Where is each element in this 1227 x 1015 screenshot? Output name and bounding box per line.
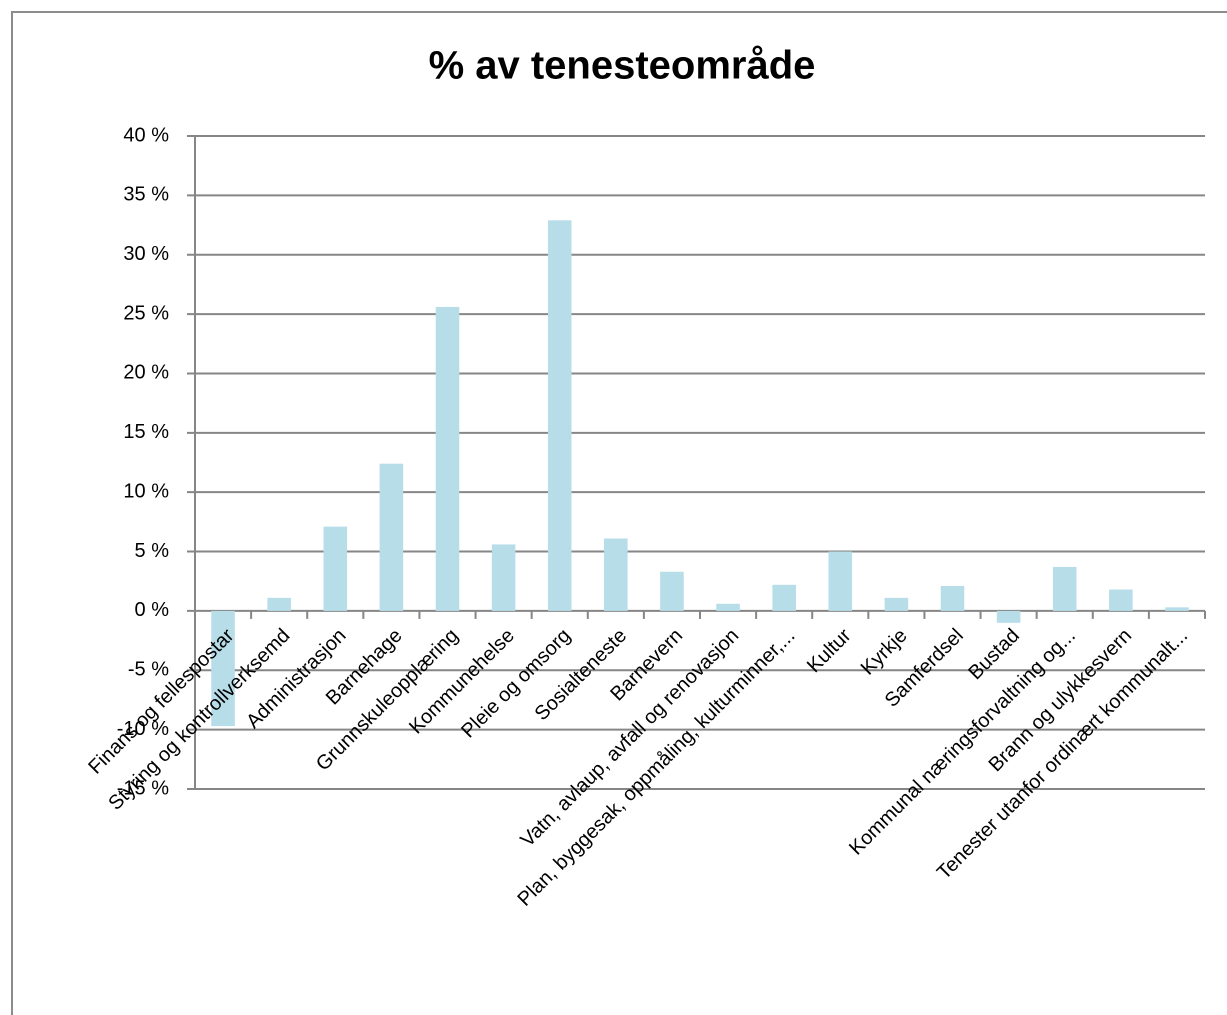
bar xyxy=(772,584,796,611)
bar xyxy=(660,571,684,611)
y-tick-label: 5 % xyxy=(135,540,170,562)
bar xyxy=(604,538,628,611)
y-tick-label: -5 % xyxy=(128,659,169,681)
bar xyxy=(828,551,853,611)
y-tick-label: 30 % xyxy=(123,243,169,265)
bar xyxy=(267,597,291,611)
chart-border xyxy=(11,11,1227,1015)
bar xyxy=(211,610,235,727)
bar xyxy=(884,597,909,611)
bar xyxy=(1052,566,1077,611)
bar xyxy=(323,526,348,611)
y-tick-label: 25 % xyxy=(123,302,169,324)
bar xyxy=(940,585,965,611)
y-tick-label: -10 % xyxy=(117,718,169,740)
y-tick-label: 10 % xyxy=(123,480,169,502)
bar xyxy=(435,306,460,611)
bar xyxy=(716,603,740,611)
bar xyxy=(1165,607,1189,611)
bar xyxy=(547,220,572,611)
y-tick-label: 40 % xyxy=(123,124,169,146)
y-tick-label: -15 % xyxy=(117,777,169,799)
y-tick-label: 20 % xyxy=(123,362,169,384)
bar xyxy=(996,610,1021,623)
bar xyxy=(491,544,516,611)
chart-title: % av tenesteområde xyxy=(429,44,816,88)
y-tick-label: 35 % xyxy=(123,184,169,206)
y-tick-label: 0 % xyxy=(135,599,170,621)
y-tick-label: 15 % xyxy=(123,421,169,443)
bar xyxy=(1109,589,1133,611)
bar xyxy=(379,463,404,611)
